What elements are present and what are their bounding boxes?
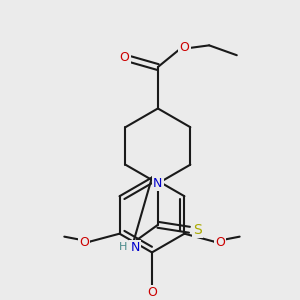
Text: N: N: [130, 241, 140, 254]
Text: O: O: [180, 41, 189, 54]
Text: S: S: [193, 223, 202, 237]
Text: H: H: [119, 242, 128, 253]
Text: O: O: [147, 286, 157, 299]
Text: O: O: [79, 236, 89, 249]
Text: O: O: [119, 51, 129, 64]
Text: O: O: [215, 236, 225, 249]
Text: N: N: [153, 177, 163, 190]
